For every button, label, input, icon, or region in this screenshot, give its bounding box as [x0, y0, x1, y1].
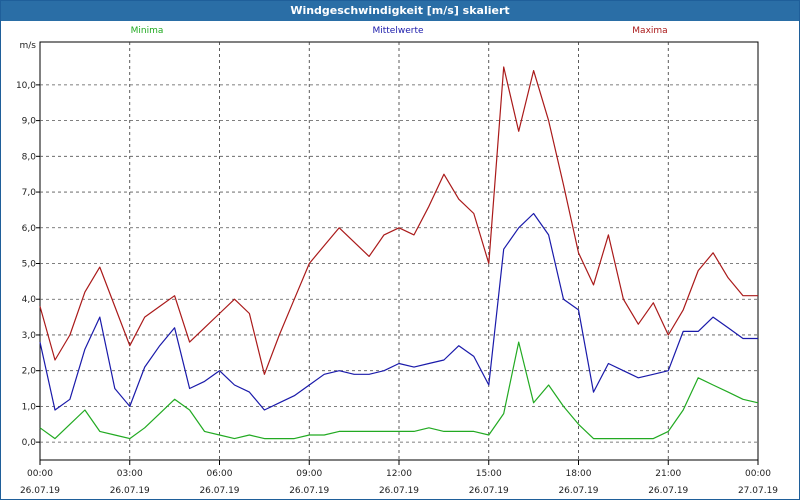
y-tick-label: 3,0 — [22, 331, 37, 341]
x-tick-time: 09:00 — [296, 469, 322, 479]
x-tick-time: 03:00 — [117, 469, 143, 479]
x-tick-date: 26.07.19 — [110, 486, 150, 496]
series-line-maxima — [39, 66, 758, 375]
series-line-mittelwerte — [39, 212, 758, 411]
window-title: Windgeschwindigkeit [m/s] skaliert — [1, 1, 799, 21]
x-tick-time: 00:00 — [745, 469, 771, 479]
legend-mittelwerte: Mittelwerte — [372, 26, 423, 36]
x-tick-date: 26.07.19 — [289, 486, 329, 496]
y-tick-label: 2,0 — [22, 367, 37, 377]
x-tick-date: 26.07.19 — [20, 486, 60, 496]
series-line-minima — [39, 341, 759, 440]
x-tick-time: 18:00 — [566, 469, 592, 479]
y-tick-label: 1,0 — [22, 402, 37, 412]
y-tick-label: 4,0 — [22, 295, 37, 305]
x-tick-date: 26.07.19 — [379, 486, 419, 496]
x-tick-date: 27.07.19 — [738, 486, 778, 496]
x-tick-date: 26.07.19 — [469, 486, 509, 496]
x-tick-time: 21:00 — [655, 469, 681, 479]
legend-minima: Minima — [131, 26, 164, 36]
y-tick-label: 6,0 — [22, 224, 37, 234]
x-tick-time: 00:00 — [27, 469, 53, 479]
y-tick-label: 0,0 — [22, 438, 37, 448]
y-tick-label: 8,0 — [22, 152, 37, 162]
y-tick-label: 5,0 — [22, 260, 37, 270]
x-tick-time: 12:00 — [386, 469, 412, 479]
y-tick-label: 10,0 — [16, 81, 36, 91]
y-axis-unit: m/s — [20, 41, 37, 51]
x-tick-time: 15:00 — [476, 469, 502, 479]
x-tick-time: 06:00 — [207, 469, 233, 479]
y-tick-label: 7,0 — [22, 188, 37, 198]
y-tick-label: 9,0 — [22, 117, 37, 127]
x-tick-date: 26.07.19 — [558, 486, 598, 496]
legend-maxima: Maxima — [632, 26, 667, 36]
x-tick-date: 26.07.19 — [199, 486, 239, 496]
x-tick-date: 26.07.19 — [648, 486, 688, 496]
